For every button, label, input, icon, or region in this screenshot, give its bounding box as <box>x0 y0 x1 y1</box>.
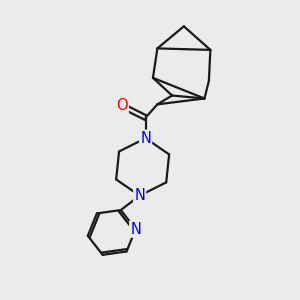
Text: N: N <box>130 222 141 237</box>
Text: O: O <box>116 98 128 113</box>
Text: N: N <box>140 131 151 146</box>
Text: N: N <box>134 188 145 203</box>
